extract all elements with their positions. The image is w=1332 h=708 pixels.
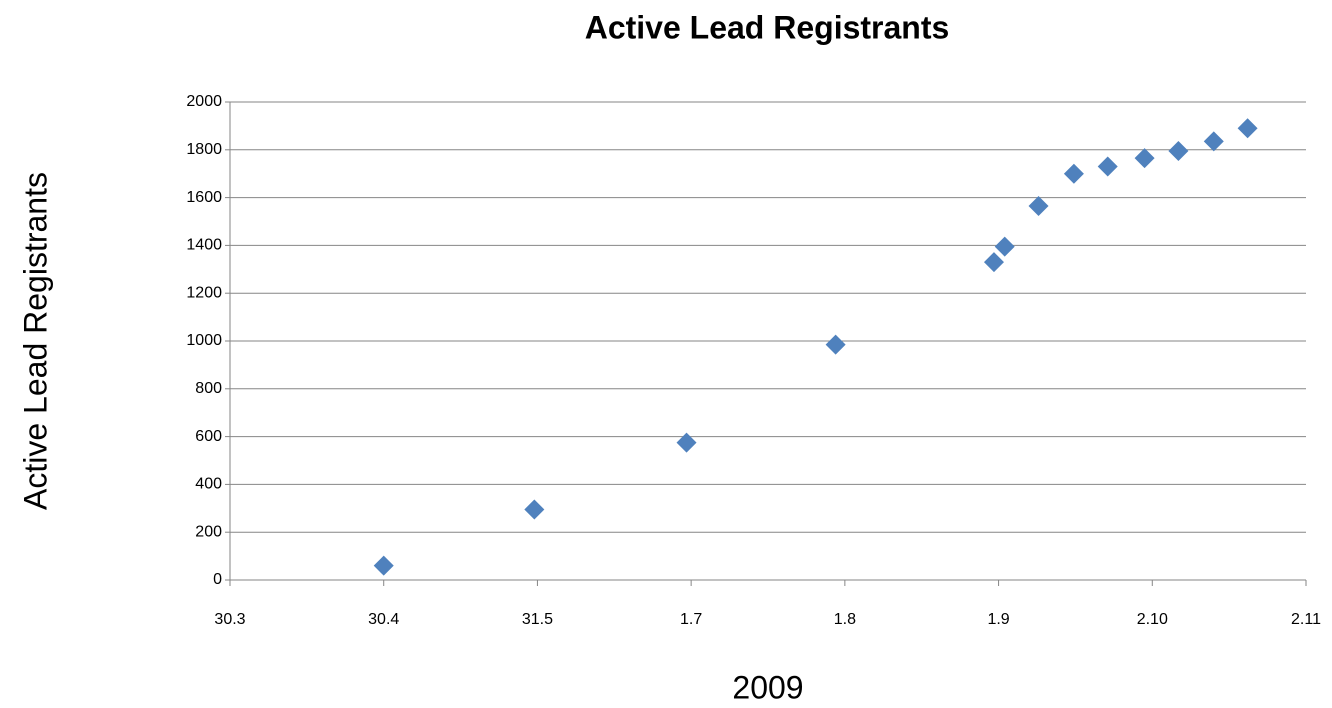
y-axis-title: Active Lead Registrants xyxy=(17,172,53,510)
y-tick-label: 1800 xyxy=(186,141,222,158)
point xyxy=(1134,148,1155,169)
point xyxy=(825,334,846,355)
x-tick-label: 30.4 xyxy=(368,611,399,628)
y-tick-label: 400 xyxy=(195,476,222,493)
y-tick-label: 800 xyxy=(195,380,222,397)
point xyxy=(1203,131,1224,152)
x-tick-label: 30.3 xyxy=(214,611,245,628)
y-tick-label: 1200 xyxy=(186,284,222,301)
y-tick-label: 1400 xyxy=(186,237,222,254)
point xyxy=(1097,156,1118,177)
x-tick-label: 1.9 xyxy=(987,611,1009,628)
y-tick-label: 1000 xyxy=(186,332,222,349)
point xyxy=(1063,163,1084,184)
x-tick-label: 1.7 xyxy=(680,611,702,628)
x-tick-label: 1.8 xyxy=(834,611,856,628)
y-tick-label: 1600 xyxy=(186,189,222,206)
y-tick-label: 200 xyxy=(195,523,222,540)
x-tick-label: 2.11 xyxy=(1291,611,1321,628)
chart-title: Active Lead Registrants xyxy=(585,9,950,45)
point xyxy=(676,432,697,453)
point xyxy=(1237,118,1258,139)
x-tick-label: 2.10 xyxy=(1137,611,1168,628)
point xyxy=(994,236,1015,257)
y-tick-label: 0 xyxy=(213,571,222,588)
y-tick-label: 2000 xyxy=(186,93,222,110)
y-tick-label: 600 xyxy=(195,428,222,445)
point xyxy=(983,252,1004,273)
x-axis-title: 2009 xyxy=(732,669,803,705)
point xyxy=(373,555,394,576)
point xyxy=(1168,140,1189,161)
x-tick-label: 31.5 xyxy=(522,611,553,628)
point xyxy=(524,499,545,520)
point xyxy=(1028,195,1049,216)
